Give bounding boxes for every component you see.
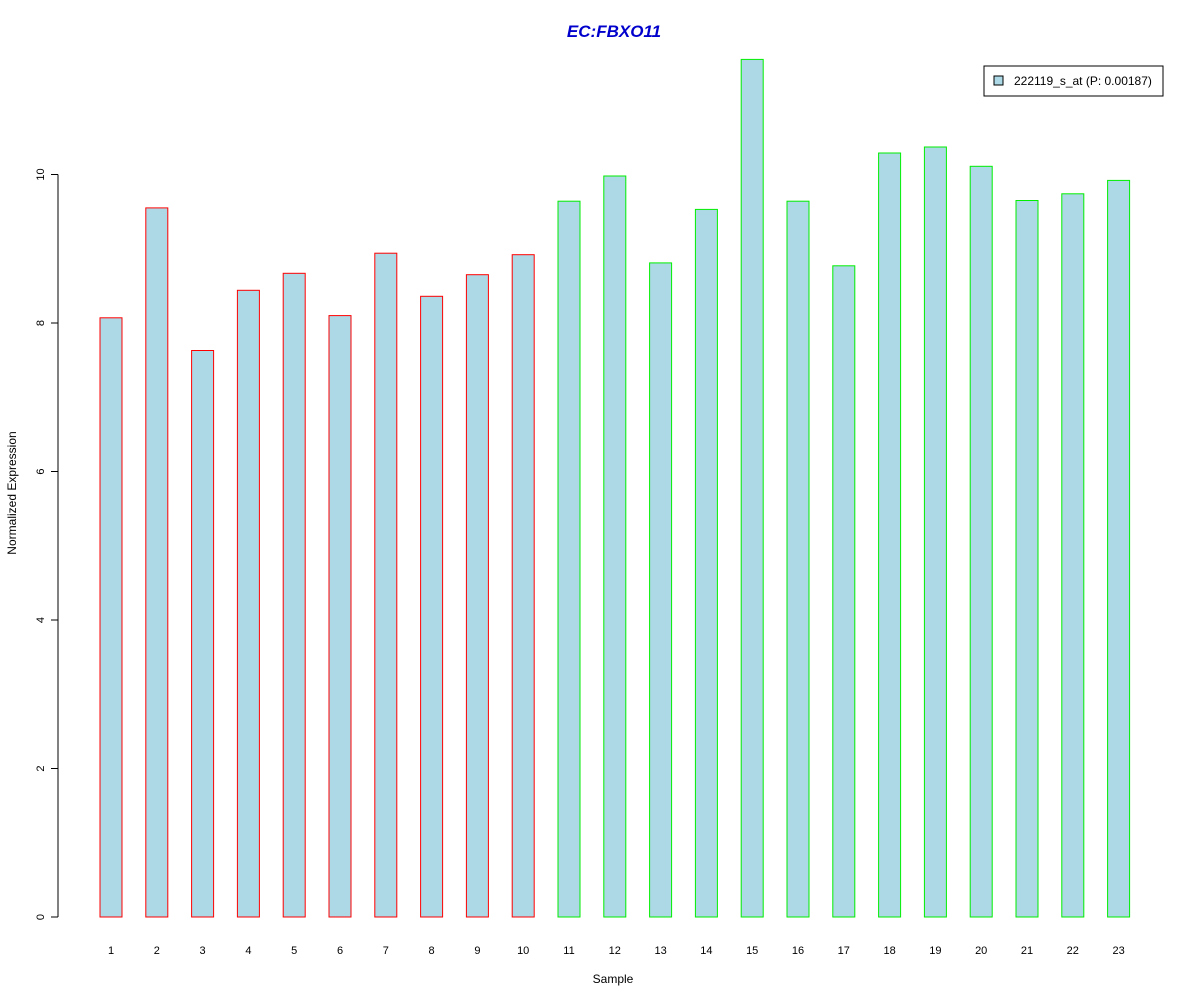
x-tick-label: 4 <box>245 945 251 957</box>
bar-sample-16 <box>786 200 810 918</box>
bar-sample-9 <box>465 274 489 918</box>
chart-title: EC:FBXO11 <box>567 22 661 41</box>
legend-label: 222119_s_at (P: 0.00187) <box>1014 74 1152 88</box>
bar-sample-23 <box>1107 179 1131 918</box>
legend-swatch <box>993 75 1004 86</box>
bar-sample-4 <box>236 289 260 918</box>
x-tick-label: 8 <box>429 945 435 957</box>
legend: 222119_s_at (P: 0.00187) <box>983 65 1164 97</box>
bar-sample-22 <box>1061 193 1085 918</box>
x-tick-label: 1 <box>108 945 114 957</box>
bar-sample-13 <box>649 262 673 918</box>
x-tick-label: 14 <box>700 945 712 957</box>
bar-sample-20 <box>969 165 993 918</box>
x-tick-label: 16 <box>792 945 804 957</box>
bar-sample-10 <box>511 254 535 918</box>
bar-sample-6 <box>328 315 352 918</box>
x-tick-label: 7 <box>383 945 389 957</box>
y-tick-label: 4 <box>35 617 47 623</box>
x-tick-label: 19 <box>929 945 941 957</box>
x-tick-label: 5 <box>291 945 297 957</box>
x-tick-labels: 1 2 3 4 5 6 7 8 9 10 11 12 13 14 15 16 17 18 19 20 21 22 23 <box>108 945 1125 957</box>
bar-sample-3 <box>191 350 215 918</box>
y-tick-label: 10 <box>35 168 47 180</box>
bar-sample-8 <box>420 295 444 918</box>
x-tick-label: 15 <box>746 945 758 957</box>
bar-sample-5 <box>282 272 306 918</box>
bar-sample-2 <box>145 207 169 918</box>
x-tick-label: 21 <box>1021 945 1033 957</box>
x-tick-label: 13 <box>654 945 666 957</box>
x-axis-label: Sample <box>593 972 634 986</box>
y-axis-label: Normalized Expression <box>5 431 19 554</box>
y-tick-label: 2 <box>35 765 47 771</box>
bars-group <box>99 58 1131 918</box>
x-tick-label: 11 <box>563 945 574 957</box>
x-tick-label: 23 <box>1112 945 1124 957</box>
y-tick-label: 6 <box>35 468 47 474</box>
x-tick-label: 3 <box>200 945 206 957</box>
y-tick-label: 8 <box>35 320 47 326</box>
x-tick-label: 6 <box>337 945 343 957</box>
bar-sample-21 <box>1015 200 1039 918</box>
x-tick-label: 22 <box>1067 945 1079 957</box>
y-tick-label: 0 <box>35 914 47 920</box>
bar-sample-12 <box>603 175 627 918</box>
bar-sample-17 <box>832 265 856 918</box>
bar-sample-7 <box>374 252 398 918</box>
bar-sample-15 <box>740 58 764 918</box>
x-tick-label: 17 <box>838 945 850 957</box>
x-tick-label: 18 <box>883 945 895 957</box>
x-tick-label: 20 <box>975 945 987 957</box>
bar-sample-11 <box>557 200 581 918</box>
bar-sample-14 <box>694 208 718 918</box>
x-tick-label: 9 <box>474 945 480 957</box>
bar-sample-19 <box>923 146 947 918</box>
bar-sample-1 <box>99 317 123 918</box>
bar-sample-18 <box>878 152 902 918</box>
x-tick-label: 10 <box>517 945 529 957</box>
y-axis: 0 2 4 6 8 10 <box>35 168 59 920</box>
x-tick-label: 12 <box>609 945 621 957</box>
legend-box <box>983 65 1164 97</box>
x-tick-label: 2 <box>154 945 160 957</box>
